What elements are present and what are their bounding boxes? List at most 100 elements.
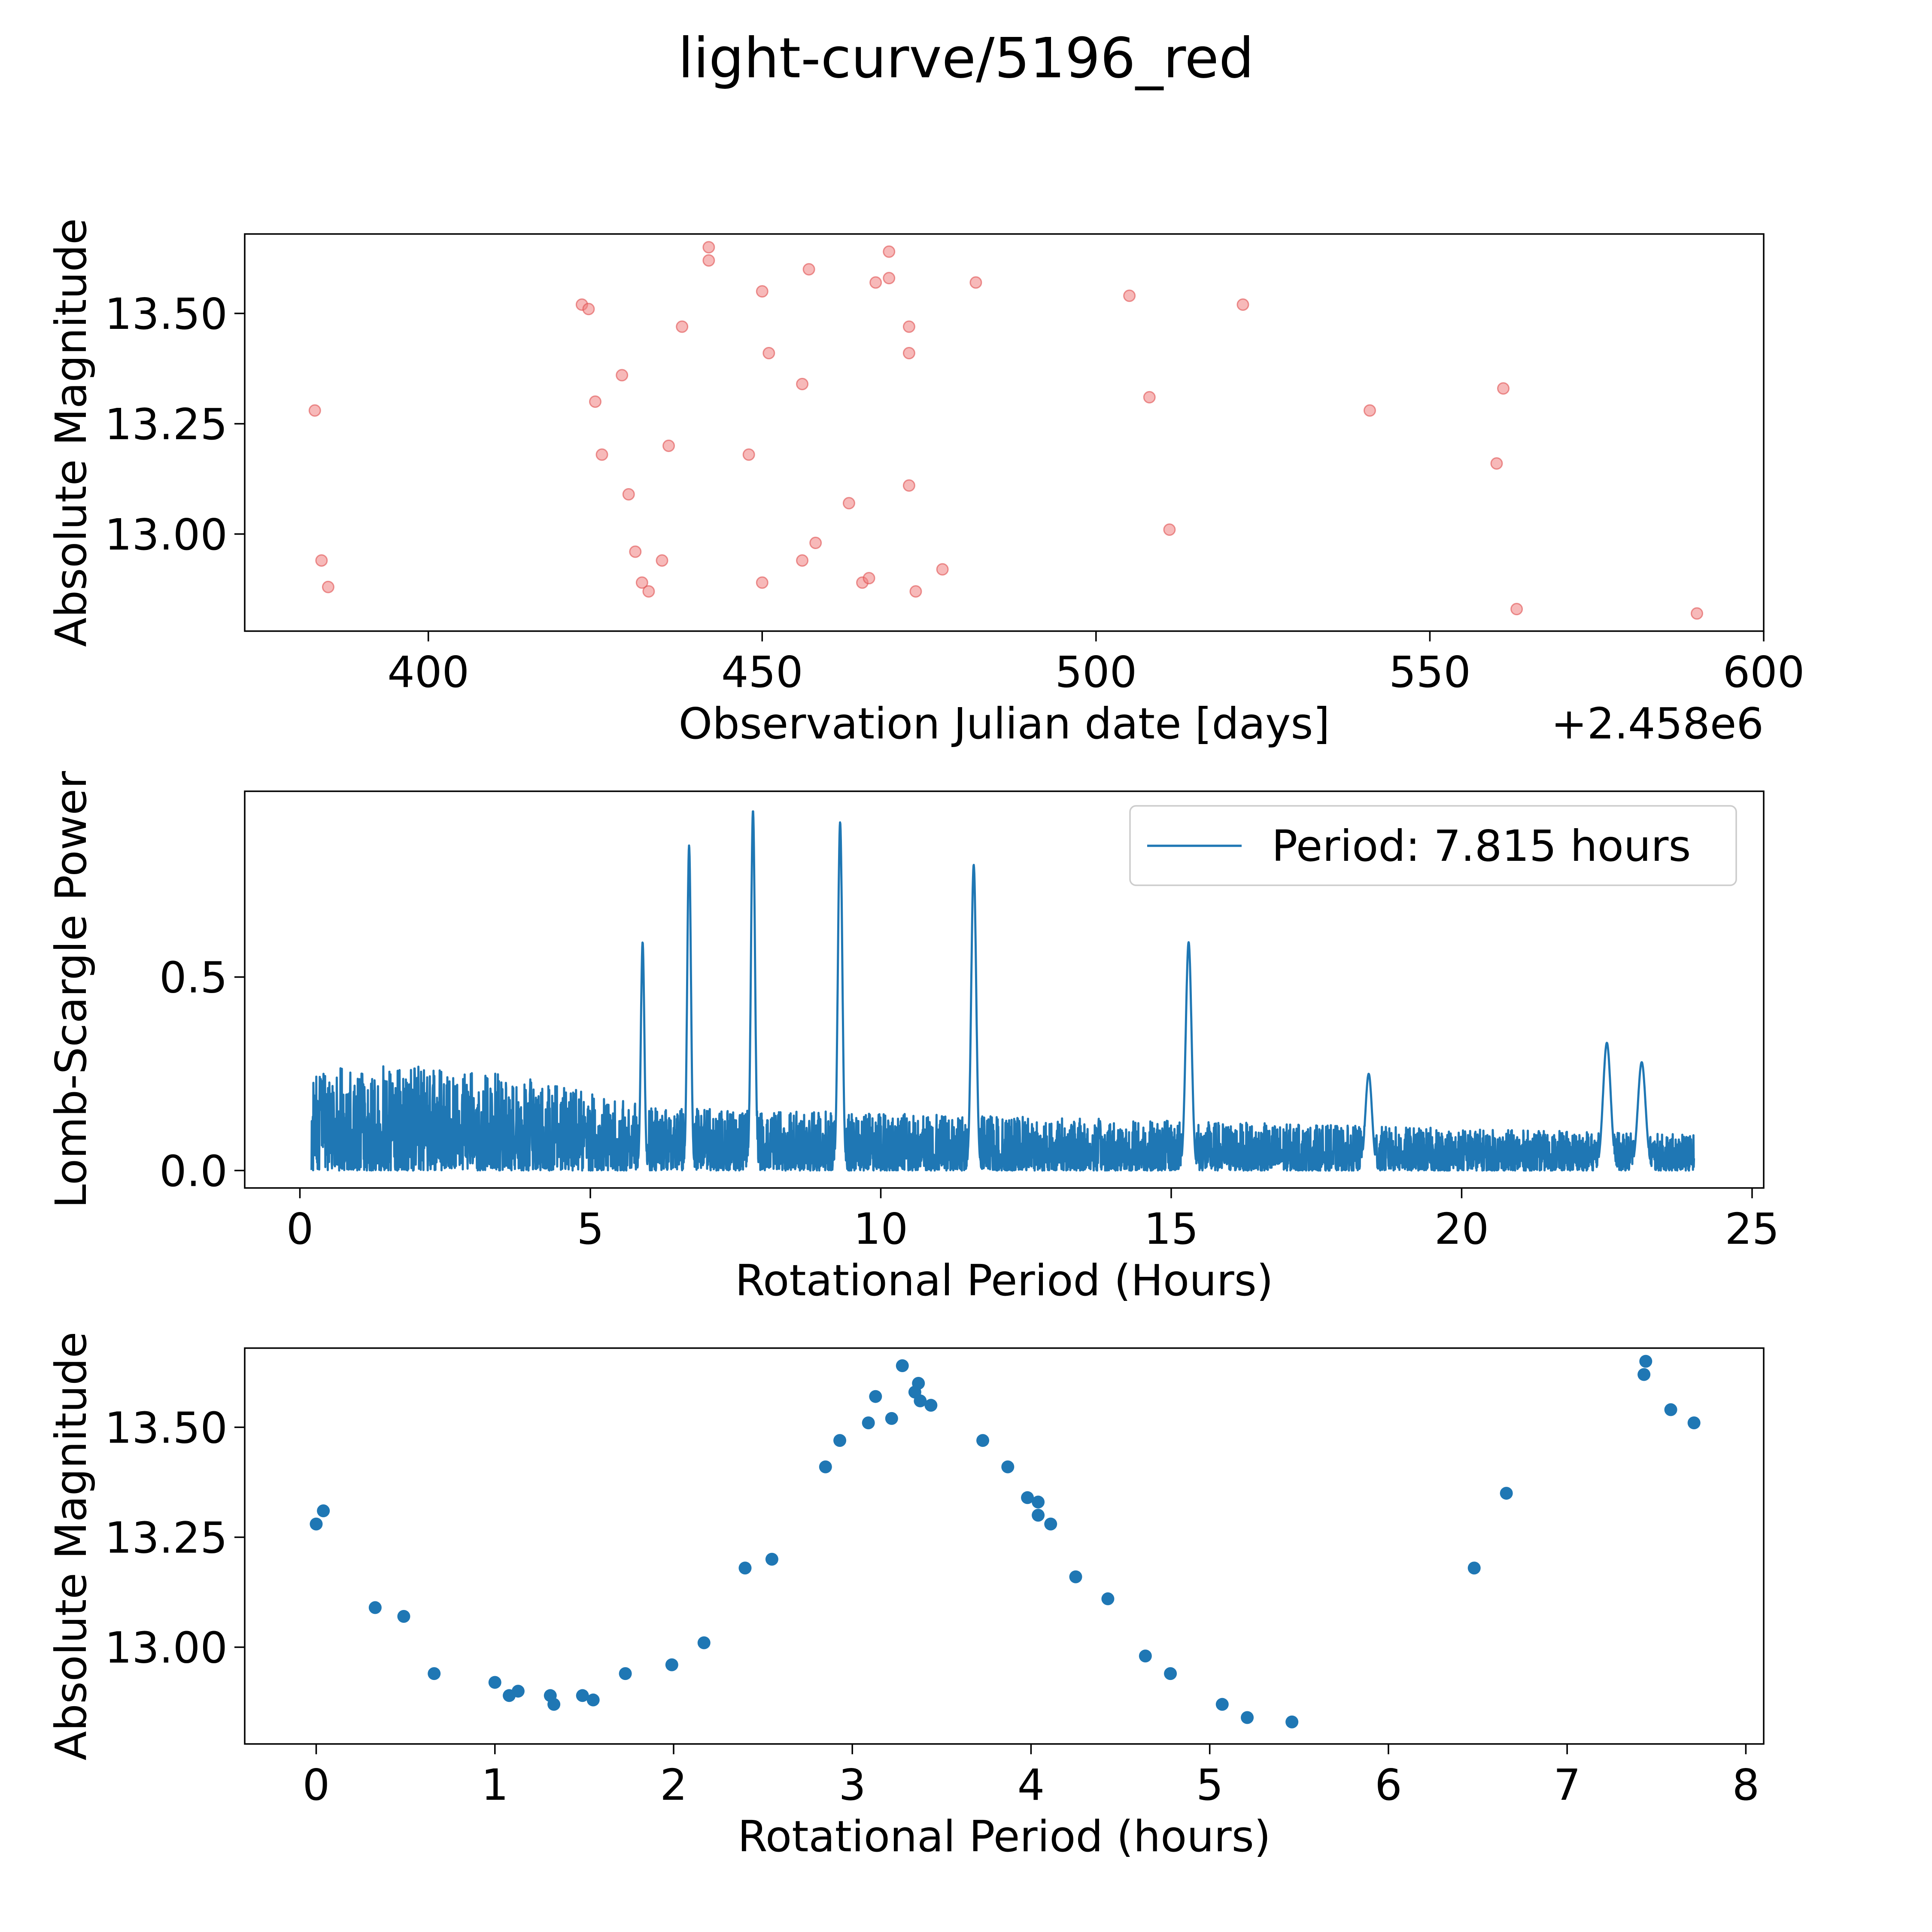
y-axis-label: Absolute Magnitude bbox=[46, 218, 96, 647]
data-point bbox=[702, 254, 715, 267]
y-tick-label: 13.25 bbox=[105, 1513, 228, 1563]
data-point bbox=[656, 554, 668, 567]
plot-frame bbox=[244, 790, 1765, 1189]
periodogram-line bbox=[310, 810, 1695, 1172]
data-point bbox=[308, 404, 321, 417]
data-point bbox=[317, 1504, 330, 1518]
data-point bbox=[1500, 1487, 1513, 1500]
data-point bbox=[809, 536, 822, 549]
light-curve-panel: 400 450 500 550 600 13.00 13.25 13.50 Observati… bbox=[46, 218, 1804, 749]
data-point bbox=[1164, 1667, 1177, 1680]
data-point bbox=[576, 1689, 589, 1702]
data-point bbox=[428, 1667, 441, 1680]
data-point bbox=[819, 1460, 832, 1473]
data-point bbox=[863, 572, 875, 585]
data-point bbox=[1241, 1711, 1254, 1724]
data-point bbox=[1687, 1416, 1701, 1430]
data-point bbox=[622, 488, 635, 501]
periodogram-series bbox=[310, 810, 1695, 1172]
data-point bbox=[976, 1434, 990, 1447]
x-tick-label: 3 bbox=[838, 1760, 866, 1810]
data-point bbox=[738, 1561, 752, 1575]
data-point bbox=[1497, 382, 1510, 395]
data-point bbox=[756, 576, 769, 589]
phase-folded-panel: 0 1 2 3 4 5 6 7 8 13.00 13.25 13.50 Rotational Peri… bbox=[46, 1332, 1765, 1862]
data-point bbox=[924, 1399, 938, 1412]
axis-ticks: 400 450 500 550 600 13.00 13.25 13.50 bbox=[105, 289, 1805, 697]
data-point bbox=[586, 1693, 600, 1707]
x-tick-label: 550 bbox=[1389, 647, 1471, 697]
data-point bbox=[902, 479, 915, 492]
data-point bbox=[909, 585, 922, 598]
x-axis-label: Rotational Period (hours) bbox=[738, 1811, 1271, 1862]
data-point bbox=[1123, 289, 1136, 302]
data-point bbox=[1467, 1561, 1481, 1575]
y-tick-label: 13.00 bbox=[105, 510, 228, 560]
data-point bbox=[1510, 603, 1523, 616]
data-point bbox=[1032, 1509, 1045, 1522]
data-point bbox=[869, 276, 882, 289]
data-point bbox=[619, 1667, 632, 1680]
x-tick-label: 5 bbox=[577, 1204, 604, 1254]
data-point bbox=[883, 272, 896, 285]
data-point bbox=[635, 576, 648, 589]
data-point bbox=[547, 1698, 561, 1711]
y-axis-label: Absolute Magnitude bbox=[46, 1332, 96, 1761]
data-point bbox=[802, 263, 815, 276]
data-point bbox=[842, 497, 855, 510]
data-point bbox=[902, 347, 915, 359]
x-tick-label: 8 bbox=[1732, 1760, 1760, 1810]
data-point bbox=[1363, 404, 1376, 417]
data-point bbox=[1236, 298, 1249, 311]
data-point bbox=[833, 1434, 847, 1447]
data-point bbox=[322, 580, 334, 593]
data-point bbox=[936, 563, 949, 576]
data-point bbox=[582, 303, 595, 316]
data-point bbox=[914, 1394, 927, 1407]
data-point bbox=[1139, 1649, 1152, 1663]
y-tick-label: 13.50 bbox=[105, 289, 228, 339]
data-point bbox=[629, 545, 642, 558]
data-point bbox=[589, 395, 601, 408]
periodogram-panel: 0 5 10 15 20 25 0.0 0.5 Rotational Period (Hour… bbox=[46, 771, 1780, 1306]
data-point bbox=[511, 1685, 525, 1698]
figure-title: light-curve/5196_red bbox=[678, 26, 1254, 91]
y-axis-label: Lomb-Scargle Power bbox=[46, 771, 96, 1208]
data-point bbox=[883, 245, 896, 258]
data-point bbox=[1215, 1698, 1229, 1711]
x-tick-label: 7 bbox=[1553, 1760, 1581, 1810]
legend: Period: 7.815 hours bbox=[1129, 805, 1737, 886]
data-point bbox=[896, 1359, 909, 1372]
data-point bbox=[912, 1376, 925, 1390]
plot-frame bbox=[244, 233, 1765, 632]
data-point bbox=[662, 439, 675, 452]
data-point bbox=[1163, 523, 1176, 536]
x-axis-label: Rotational Period (Hours) bbox=[735, 1255, 1273, 1306]
data-point bbox=[595, 448, 608, 461]
data-point bbox=[796, 554, 809, 567]
data-point bbox=[697, 1636, 711, 1649]
data-point bbox=[1069, 1570, 1082, 1583]
x-axis-label: Observation Julian date [days] bbox=[679, 699, 1330, 749]
data-point bbox=[616, 369, 629, 382]
x-tick-label: 10 bbox=[854, 1204, 908, 1254]
data-point bbox=[1143, 391, 1156, 404]
data-point bbox=[310, 1517, 323, 1531]
y-tick-label: 13.25 bbox=[105, 399, 228, 450]
x-tick-label: 1 bbox=[481, 1760, 509, 1810]
x-tick-label: 500 bbox=[1055, 647, 1137, 697]
data-point bbox=[1639, 1355, 1653, 1368]
data-point bbox=[368, 1601, 382, 1614]
x-tick-label: 600 bbox=[1723, 647, 1805, 697]
y-tick-label: 0.0 bbox=[159, 1146, 228, 1196]
data-point bbox=[676, 320, 689, 333]
data-point bbox=[796, 377, 809, 390]
data-point bbox=[969, 276, 982, 289]
x-tick-label: 6 bbox=[1375, 1760, 1402, 1810]
x-offset-label: +2.458e6 bbox=[1551, 699, 1764, 749]
x-tick-label: 2 bbox=[660, 1760, 687, 1810]
data-point bbox=[1021, 1491, 1034, 1504]
data-point bbox=[765, 1552, 778, 1566]
legend-box bbox=[1129, 805, 1737, 886]
